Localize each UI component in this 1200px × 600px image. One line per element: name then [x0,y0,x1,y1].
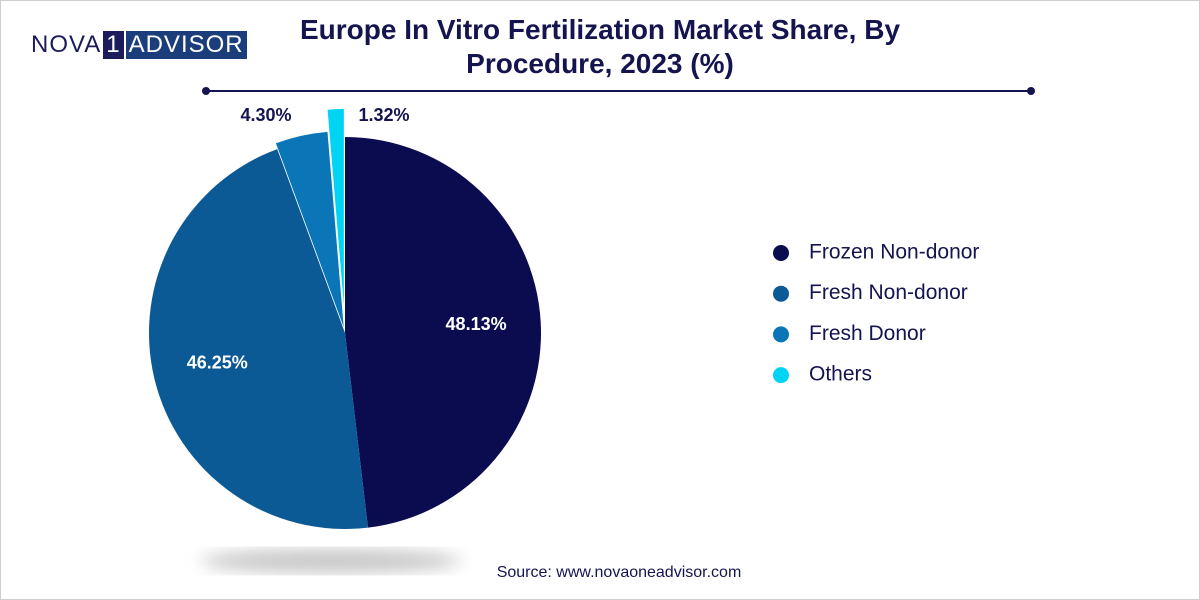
rule-dot [202,87,210,95]
source: Source: www.novaoneadvisor.com [497,564,742,581]
legend-marker [773,245,789,261]
shadow [201,549,461,573]
data-label: 48.13% [446,314,507,334]
legend-label: Frozen Non-donor [809,241,979,264]
pie-slice [149,149,368,529]
logo-text: NOVA [31,31,102,58]
legend-label: Others [809,363,872,386]
pie-slice [327,109,344,306]
logo-text: 1 [103,31,124,59]
data-label: 4.30% [240,105,291,125]
legend-label: Fresh Donor [809,322,926,345]
chart-title: Europe In Vitro Fertilization Market Sha… [299,14,901,79]
legend-label: Fresh Non-donor [809,281,968,304]
logo: NOVA 1 ADVISOR [31,31,247,59]
rule-dot [1027,87,1035,95]
data-label: 46.25% [187,352,248,372]
pie-slice [275,131,344,328]
legend-marker [773,285,789,302]
legend-marker [773,326,789,343]
legend-marker [773,367,789,384]
logo-text: ADVISOR [125,31,247,59]
pie-slice [345,137,541,528]
data-label: 1.32% [358,105,409,125]
